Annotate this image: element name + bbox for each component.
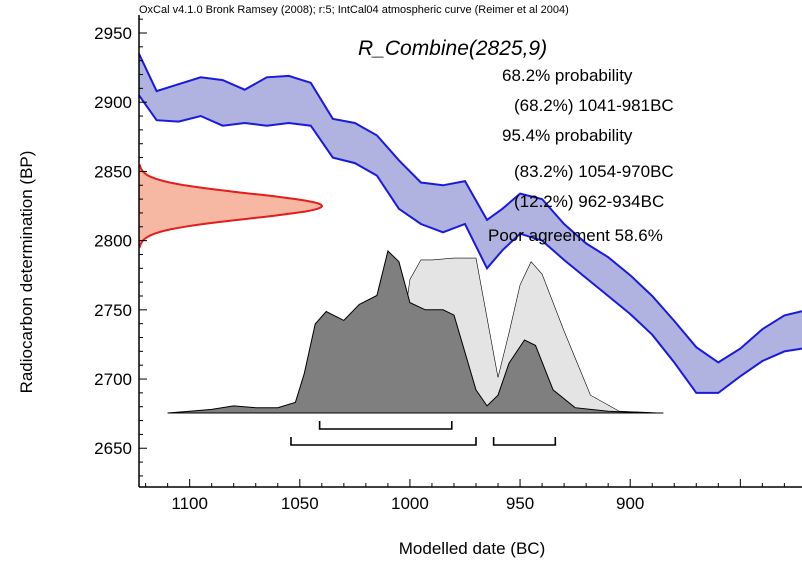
y-tick-label: 2850 (94, 162, 132, 181)
y-tick-label: 2800 (94, 232, 132, 251)
software-credit-header: OxCal v4.1.0 Bronk Ramsey (2008); r:5; I… (139, 4, 569, 16)
annotation-line: 68.2% probability (502, 66, 633, 85)
curve-lower-line (138, 94, 802, 394)
x-tick-label: 1000 (391, 494, 429, 513)
x-axis-title: Modelled date (BC) (399, 539, 545, 558)
range-95-bracket (290, 437, 477, 446)
annotation-line: (12.2%) 962-934BC (514, 192, 664, 211)
axes: 2650 2700 2750 2800 2850 2900 2950 1100 1050 1000… (94, 15, 802, 513)
y-tick-label: 2900 (94, 93, 132, 112)
measurement-fill (139, 164, 322, 248)
annotation-line: Poor agreement 58.6% (488, 226, 663, 245)
y-tick-label: 2650 (94, 439, 132, 458)
x-tick-label: 1050 (281, 494, 319, 513)
y-tick-label: 2700 (94, 370, 132, 389)
curve-upper-line (138, 53, 802, 364)
probability-ranges (290, 421, 557, 446)
range-95-bracket (492, 437, 557, 446)
annotation-line: (68.2%) 1041-981BC (514, 96, 674, 115)
measurement-line (138, 164, 324, 248)
combine-title: R_Combine(2825,9) (358, 37, 547, 60)
y-tick-label: 2750 (94, 301, 132, 320)
range-68-bracket (318, 421, 453, 430)
posterior-distribution (167, 250, 664, 414)
calibration-curve (138, 53, 802, 394)
x-tick-label: 950 (506, 494, 534, 513)
curve-band (139, 53, 802, 393)
y-axis-title: Radiocarbon determination (BP) (17, 151, 36, 394)
posterior-area (167, 250, 664, 414)
annotation-line: 95.4% probability (502, 126, 633, 145)
annotation-line: (83.2%) 1054-970BC (514, 162, 674, 181)
radiocarbon-measurement (138, 164, 324, 248)
x-tick-label: 1100 (171, 494, 208, 513)
x-tick-label: 900 (616, 494, 644, 513)
y-tick-label: 2950 (94, 24, 132, 43)
